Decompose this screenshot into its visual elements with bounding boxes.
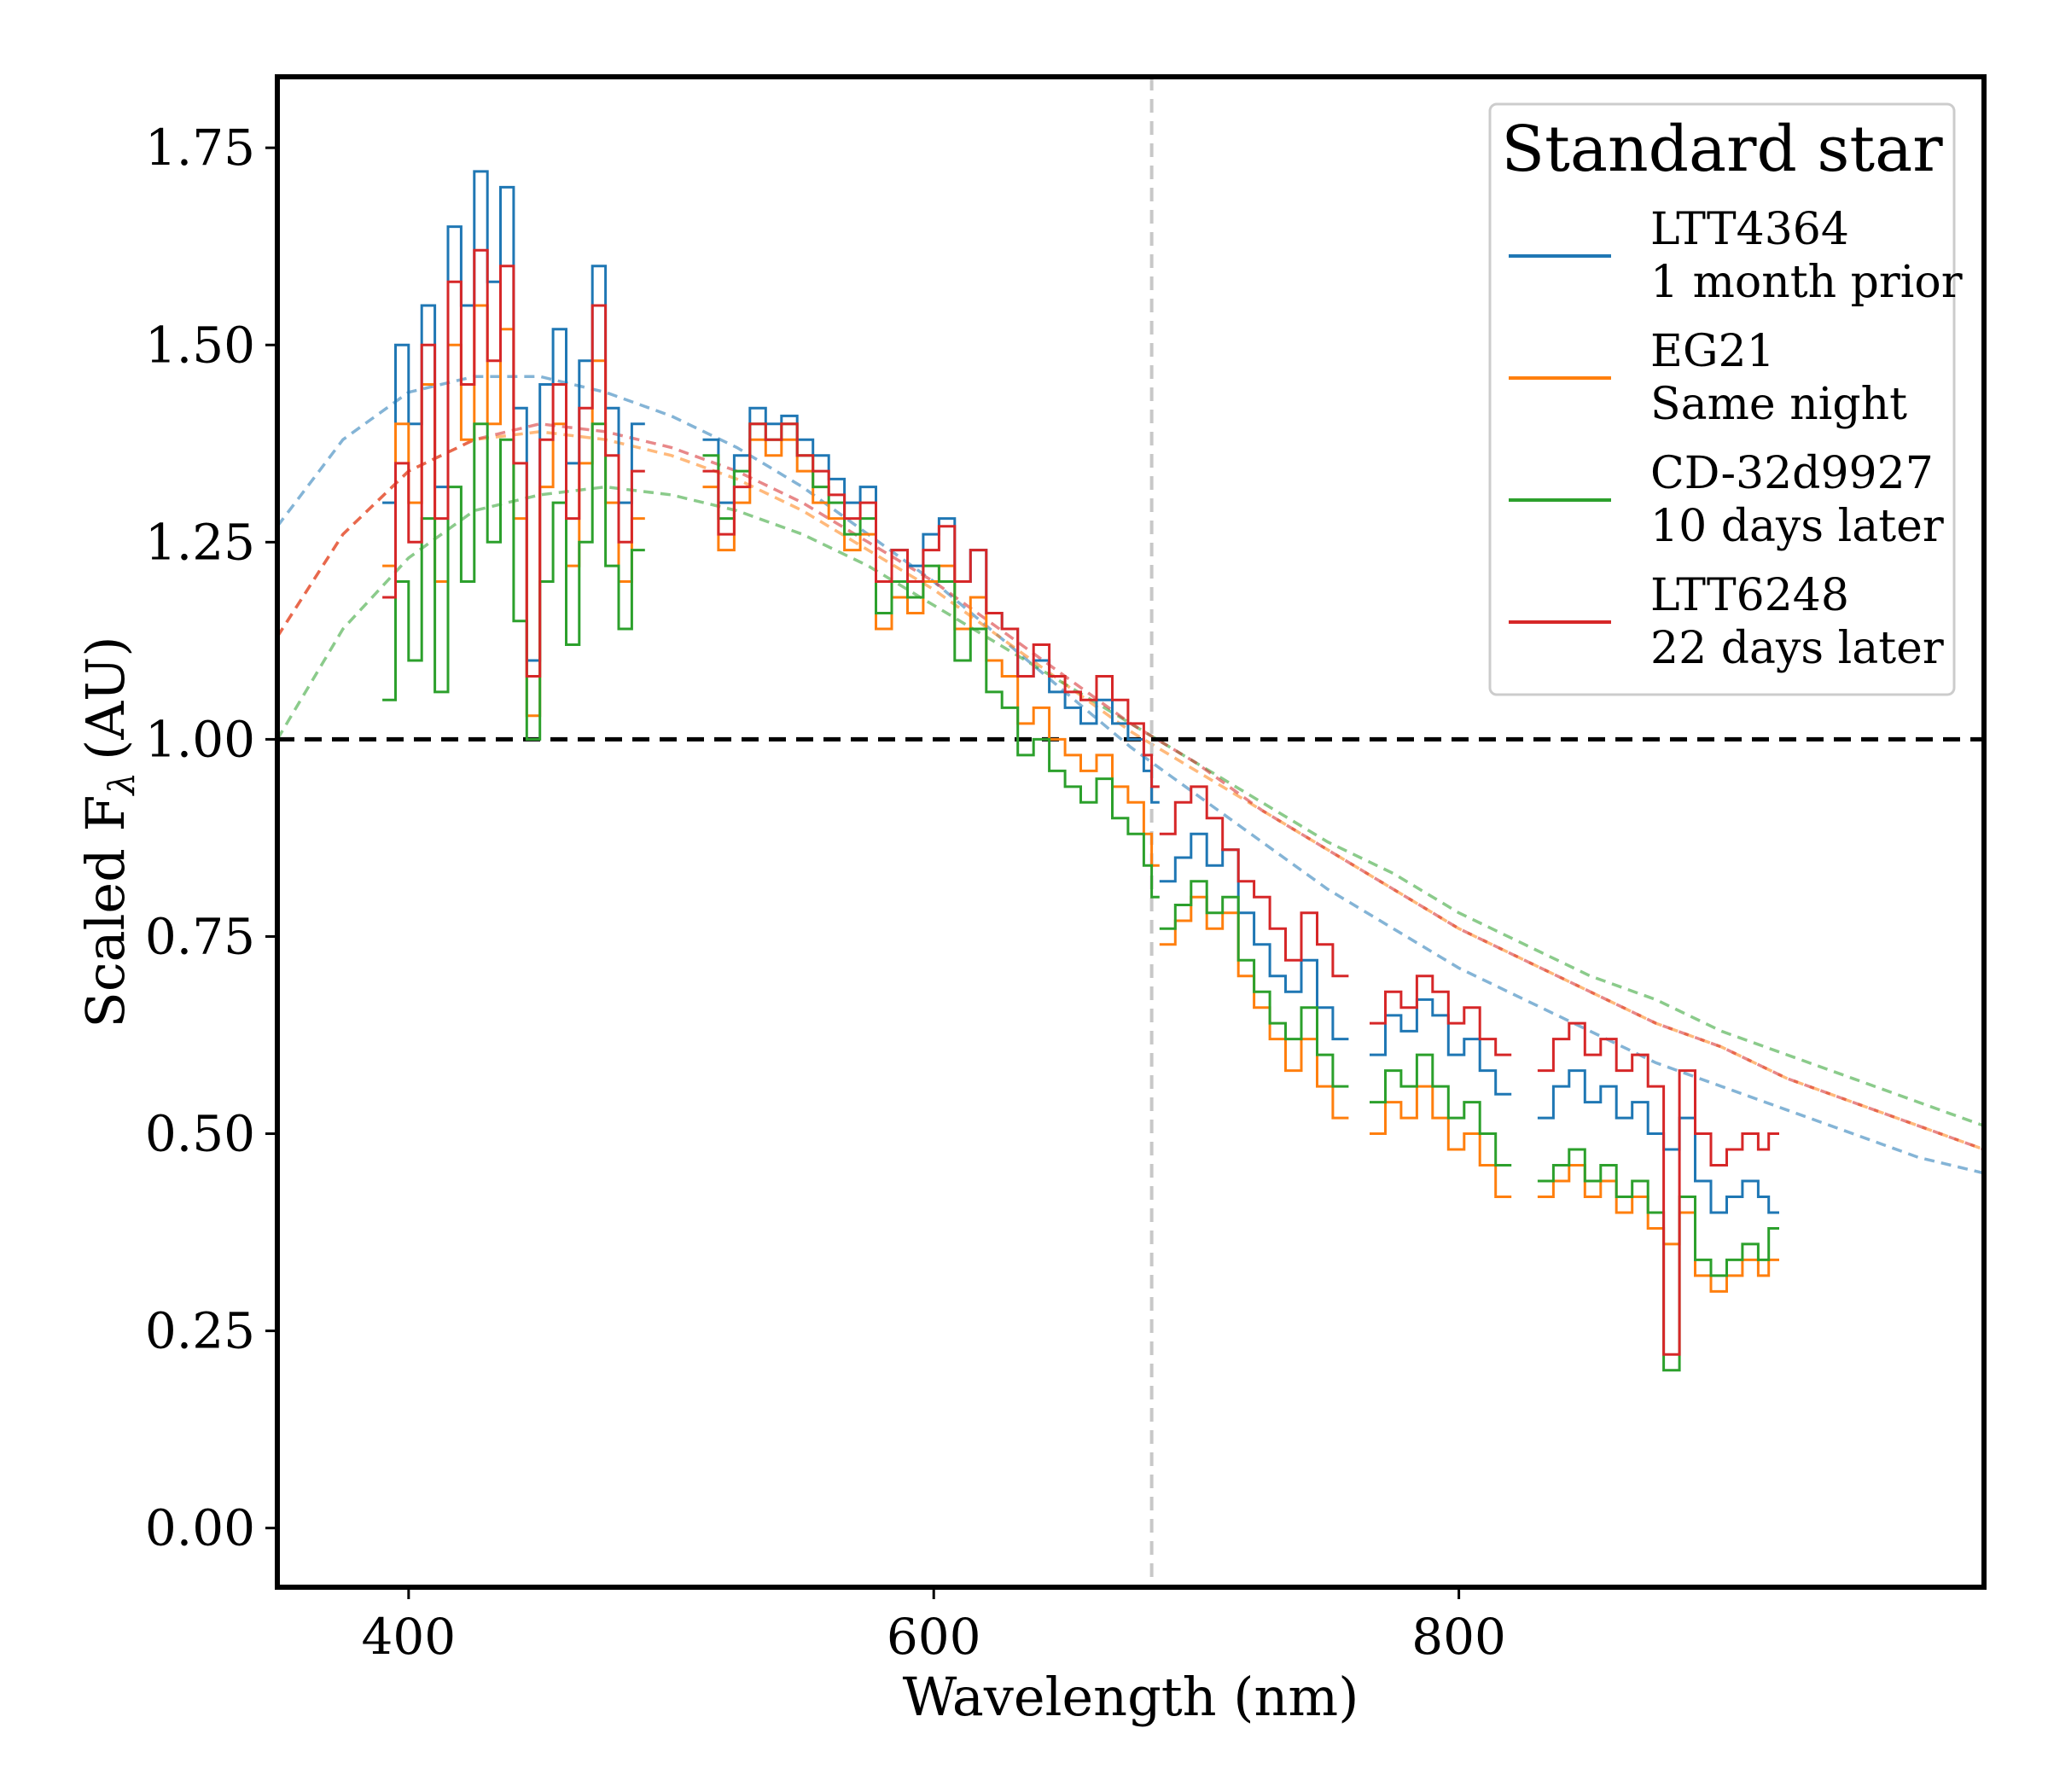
legend-title: Standard star: [1501, 113, 1943, 186]
series-3-segment-1: [702, 422, 1160, 788]
y-axis-title-main: Scaled F: [74, 794, 137, 1027]
fit-curve-0: [277, 375, 1984, 1175]
series-2-segment-2: [1159, 880, 1349, 1088]
y-axis-title-unit: (AU): [74, 636, 137, 759]
y-tick-label: 1.50: [145, 316, 255, 374]
legend-label-0: LTT4364: [1650, 204, 1849, 255]
series-3-segment-3: [1370, 975, 1512, 1056]
series-2-segment-3: [1370, 1053, 1512, 1167]
legend-label-1: EG21: [1650, 326, 1775, 377]
y-axis-ticks: 0.00 0.25 0.50 0.75 1.00 1.25 1.50 1.75: [145, 119, 277, 1557]
y-tick-label: 0.50: [145, 1105, 255, 1163]
spectra-series: [382, 170, 1779, 1372]
y-tick-label: 0.00: [145, 1499, 255, 1557]
legend-entries: LTT4364 1 month prior EG21 Same night CD-3…: [1509, 204, 1963, 674]
fit-curve-2: [277, 485, 1984, 1127]
series-0-segment-2: [1159, 832, 1349, 1041]
legend-sublabel-2: 10 days later: [1650, 501, 1944, 552]
series-2-segment-0: [382, 422, 645, 741]
legend-label-3: LTT6248: [1650, 570, 1849, 621]
y-tick-label: 1.75: [145, 119, 255, 177]
series-0-segment-3: [1370, 998, 1512, 1096]
y-tick-label: 0.25: [145, 1302, 255, 1360]
series-3-segment-2: [1159, 785, 1349, 978]
plot-frame: [275, 74, 1987, 1590]
legend-box: [1488, 102, 1956, 696]
legend: Standard star LTT4364 1 month prior EG21 …: [1488, 102, 1963, 696]
x-tick-label: 400: [361, 1608, 456, 1666]
legend-sublabel-3: 22 days later: [1650, 623, 1944, 674]
y-tick-label: 1.00: [145, 710, 255, 768]
x-tick-label: 800: [1411, 1608, 1506, 1666]
x-axis-title: Wavelength (nm): [903, 1666, 1359, 1728]
series-3-segment-4: [1537, 1021, 1779, 1356]
legend-sublabel-1: Same night: [1650, 379, 1907, 430]
y-tick-label: 1.25: [145, 513, 255, 571]
y-axis-title: Scaled Fλ (AU): [74, 636, 143, 1027]
series-3-segment-0: [382, 248, 645, 678]
x-axis-ticks: 400 600 800: [361, 1587, 1506, 1666]
y-axis-title-sub: λ: [101, 772, 143, 797]
legend-label-2: CD-32d9927: [1650, 448, 1934, 499]
legend-sublabel-0: 1 month prior: [1650, 257, 1963, 308]
x-tick-label: 600: [887, 1608, 981, 1666]
series-1-segment-3: [1370, 1085, 1512, 1198]
y-tick-label: 0.75: [145, 907, 255, 965]
